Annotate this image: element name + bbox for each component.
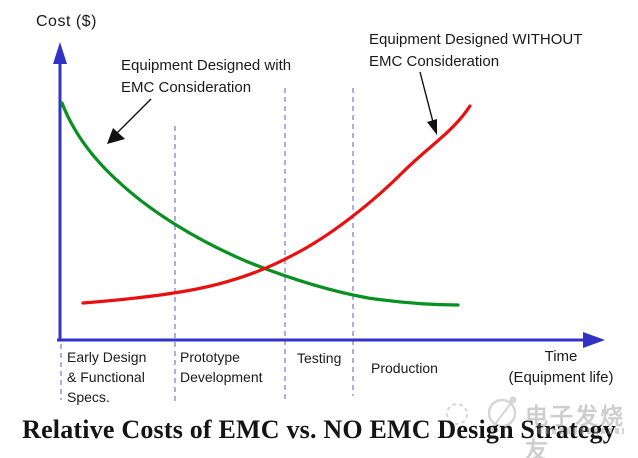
annotation-arrow-with-emc xyxy=(107,98,152,144)
x-axis-label-line: Time xyxy=(544,348,578,365)
phase-label-line: & Functional xyxy=(67,369,145,385)
phase-label-prototype: Prototype Development xyxy=(180,347,263,387)
phase-label-testing: Testing xyxy=(297,348,341,368)
annotation-line: EMC Consideration xyxy=(121,79,252,96)
curve-without-emc xyxy=(81,104,472,305)
annotation-without-emc: Equipment Designed WITHOUT EMC Considera… xyxy=(369,29,582,73)
y-axis-arrowhead-icon xyxy=(53,42,67,64)
curve-with-emc xyxy=(60,101,460,307)
phase-label-line: Prototype xyxy=(180,349,240,365)
annotation-with-emc: Equipment Designed with EMC Consideratio… xyxy=(121,55,291,99)
chart-title: Relative Costs of EMC vs. NO EMC Design … xyxy=(22,415,616,444)
annotation-line: Equipment Designed with xyxy=(121,57,292,74)
phase-label-line: Testing xyxy=(297,350,342,366)
phase-label-production: Production xyxy=(371,358,438,378)
phase-label-early-design: Early Design & Functional Specs. xyxy=(67,347,146,407)
watermark-logo-icon xyxy=(446,396,517,435)
annotation-arrow-without-emc xyxy=(419,71,437,135)
x-axis-label: Time (Equipment life) xyxy=(501,346,621,388)
phase-label-line: Production xyxy=(371,360,438,376)
x-axis-label-line: (Equipment life) xyxy=(508,369,614,386)
y-axis-label: Cost ($) xyxy=(36,13,97,30)
annotation-line: Equipment Designed WITHOUT xyxy=(369,31,583,48)
x-axis-arrowhead-icon xyxy=(583,332,605,348)
annotation-line: EMC Consideration xyxy=(369,53,500,70)
phase-label-line: Early Design xyxy=(67,349,147,365)
phase-label-line: Specs. xyxy=(67,389,110,405)
phase-label-line: Development xyxy=(180,369,263,385)
